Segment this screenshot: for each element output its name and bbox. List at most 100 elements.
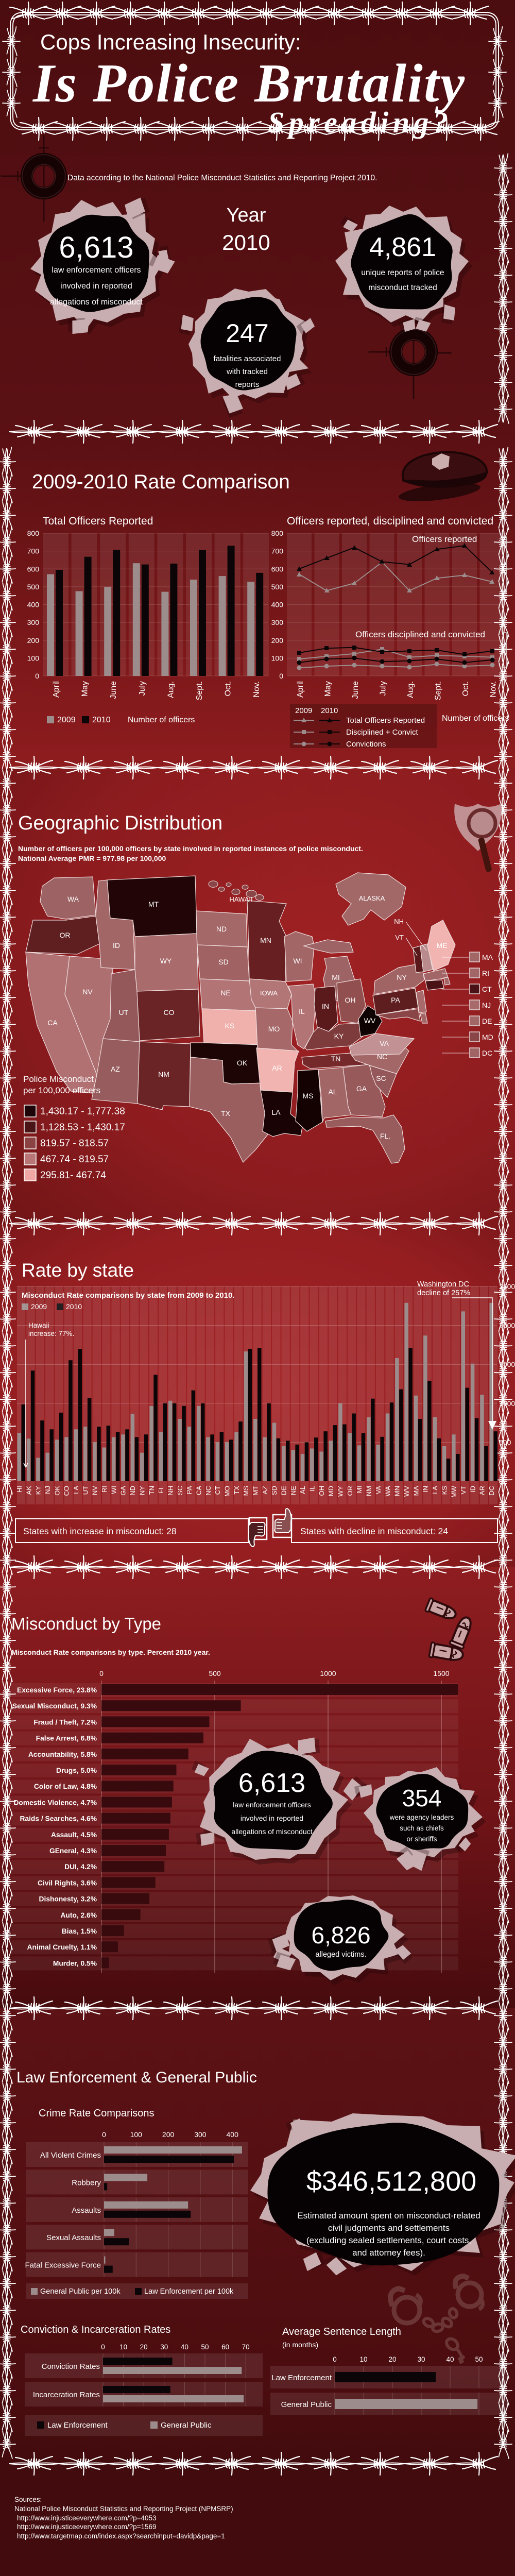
- svg-text:DE: DE: [482, 1017, 492, 1025]
- svg-text:Aug.: Aug.: [166, 681, 175, 698]
- svg-text:OH: OH: [345, 996, 356, 1004]
- svg-text:OR: OR: [60, 931, 71, 939]
- svg-text:CA: CA: [47, 1019, 58, 1027]
- svg-text:Civil Rights, 3.6%: Civil Rights, 3.6%: [38, 1879, 97, 1887]
- svg-text:Police Misconduct: Police Misconduct: [23, 1074, 94, 1084]
- svg-text:0: 0: [101, 2343, 105, 2351]
- svg-text:295.81- 467.74: 295.81- 467.74: [40, 1170, 106, 1181]
- svg-text:0: 0: [35, 672, 39, 680]
- svg-text:500: 500: [271, 583, 284, 591]
- svg-text:40: 40: [446, 2355, 454, 2363]
- svg-text:6,826: 6,826: [311, 1922, 370, 1948]
- svg-text:2010: 2010: [66, 1302, 82, 1311]
- svg-text:LA: LA: [72, 1486, 80, 1494]
- svg-text:467.74 - 819.57: 467.74 - 819.57: [40, 1154, 109, 1165]
- svg-text:MI: MI: [332, 973, 340, 981]
- svg-text:2010: 2010: [222, 230, 270, 255]
- svg-text:All Violent Crimes: All Violent Crimes: [40, 2151, 101, 2160]
- svg-text:unique reports of police: unique reports of police: [361, 268, 444, 277]
- svg-text:20: 20: [388, 2355, 396, 2363]
- svg-text:RI: RI: [482, 969, 489, 977]
- svg-text:TN: TN: [148, 1486, 156, 1495]
- svg-text:Sexual Misconduct, 9.3%: Sexual Misconduct, 9.3%: [12, 1702, 97, 1710]
- svg-text:Fatal Excessive Force: Fatal Excessive Force: [25, 2261, 101, 2270]
- svg-text:Dishonesty, 3.2%: Dishonesty, 3.2%: [39, 1895, 97, 1903]
- svg-text:PA: PA: [185, 1486, 193, 1495]
- svg-text:June: June: [109, 681, 118, 699]
- svg-text:decline of 257%: decline of 257%: [417, 1289, 470, 1297]
- svg-text:ALASKA: ALASKA: [359, 894, 385, 902]
- svg-text:LA: LA: [271, 1108, 281, 1116]
- svg-text:IL: IL: [308, 1486, 316, 1492]
- svg-text:2010: 2010: [321, 706, 338, 715]
- svg-text:400: 400: [227, 2130, 239, 2139]
- svg-text:Rate by state: Rate by state: [22, 1260, 134, 1281]
- svg-text:Hawaii: Hawaii: [28, 1321, 49, 1329]
- svg-text:200: 200: [162, 2130, 175, 2139]
- svg-text:Oct.: Oct.: [224, 681, 233, 696]
- svg-text:WI: WI: [293, 957, 302, 965]
- svg-text:fatalities associated: fatalities associated: [214, 354, 281, 363]
- svg-text:IL: IL: [299, 1007, 305, 1015]
- svg-text:June: June: [351, 681, 360, 699]
- svg-text:Officers reported: Officers reported: [412, 534, 477, 544]
- svg-text:0: 0: [333, 2355, 337, 2363]
- svg-text:such as chiefs: such as chiefs: [400, 1824, 444, 1832]
- svg-text:Conviction & Incarceration Rat: Conviction & Incarceration Rates: [21, 2324, 170, 2335]
- svg-text:500: 500: [27, 583, 40, 591]
- svg-text:NY: NY: [397, 973, 407, 981]
- svg-text:NY: NY: [138, 1486, 146, 1495]
- svg-text:DC: DC: [482, 1049, 492, 1057]
- svg-text:increase: 77%.: increase: 77%.: [28, 1330, 74, 1337]
- svg-text:States with increase in miscon: States with increase in misconduct: 28: [23, 1526, 177, 1536]
- svg-text:NV: NV: [82, 988, 93, 996]
- svg-text:700: 700: [27, 547, 40, 555]
- svg-text:RI: RI: [100, 1486, 108, 1493]
- svg-text:VA: VA: [380, 1039, 389, 1047]
- svg-text:General Public: General Public: [281, 2400, 332, 2409]
- svg-text:(excluding sealed settlements,: (excluding sealed settlements, court cos…: [306, 2235, 471, 2245]
- svg-text:(in months): (in months): [282, 2341, 318, 2349]
- svg-text:False Arrest, 6.8%: False Arrest, 6.8%: [36, 1735, 97, 1742]
- svg-text:DC: DC: [488, 1486, 495, 1496]
- svg-text:10: 10: [359, 2355, 367, 2363]
- svg-text:Officers reported, disciplined: Officers reported, disciplined and convi…: [287, 515, 493, 527]
- svg-text:allegations of misconduct: allegations of misconduct: [231, 1827, 312, 1836]
- svg-text:ME: ME: [437, 941, 448, 950]
- svg-text:Murder, 0.5%: Murder, 0.5%: [53, 1959, 97, 1967]
- svg-text:CT: CT: [482, 985, 492, 993]
- svg-text:1,430.17 - 1,777.38: 1,430.17 - 1,777.38: [40, 1106, 125, 1117]
- svg-text:NJ: NJ: [44, 1486, 52, 1494]
- svg-text:National Police Misconduct Sta: National Police Misconduct Statistics an…: [14, 2505, 233, 2513]
- svg-text:NH: NH: [394, 918, 404, 925]
- svg-text:100: 100: [27, 654, 40, 662]
- svg-text:700: 700: [271, 547, 284, 555]
- svg-text:SC: SC: [176, 1486, 184, 1495]
- svg-text:CA: CA: [195, 1486, 202, 1495]
- svg-text:OH: OH: [318, 1486, 325, 1496]
- svg-text:300: 300: [271, 618, 284, 626]
- svg-text:Conviction Rates: Conviction Rates: [42, 2362, 100, 2371]
- svg-text:May: May: [324, 681, 333, 697]
- svg-text:10: 10: [119, 2343, 127, 2351]
- svg-text:Disciplined + Convict: Disciplined + Convict: [346, 728, 418, 737]
- svg-text:Law Enforcement: Law Enforcement: [47, 2421, 108, 2430]
- svg-text:50: 50: [475, 2355, 483, 2363]
- svg-text:Law Enforcement & General Publ: Law Enforcement & General Public: [16, 2069, 257, 2086]
- svg-text:Auto, 2.6%: Auto, 2.6%: [60, 1911, 97, 1919]
- svg-text:NE: NE: [289, 1486, 297, 1495]
- svg-text:NM: NM: [365, 1486, 373, 1496]
- svg-text:KY: KY: [334, 1032, 344, 1040]
- svg-text:FL.: FL.: [380, 1132, 390, 1140]
- svg-text:AZ: AZ: [261, 1486, 269, 1495]
- svg-text:WY: WY: [337, 1486, 345, 1497]
- svg-text:AL: AL: [328, 1088, 337, 1096]
- svg-text:CO: CO: [164, 1008, 175, 1016]
- svg-text:500: 500: [209, 1669, 221, 1677]
- svg-text:MA: MA: [482, 953, 493, 961]
- svg-text:Crime Rate Comparisons: Crime Rate Comparisons: [39, 2108, 154, 2119]
- svg-text:Fraud / Theft, 7.2%: Fraud / Theft, 7.2%: [33, 1718, 97, 1726]
- svg-text:Accountability, 5.8%: Accountability, 5.8%: [28, 1751, 97, 1758]
- svg-text:General Public per 100k: General Public per 100k: [40, 2287, 121, 2296]
- svg-text:Total Officers Reported: Total Officers Reported: [43, 515, 153, 527]
